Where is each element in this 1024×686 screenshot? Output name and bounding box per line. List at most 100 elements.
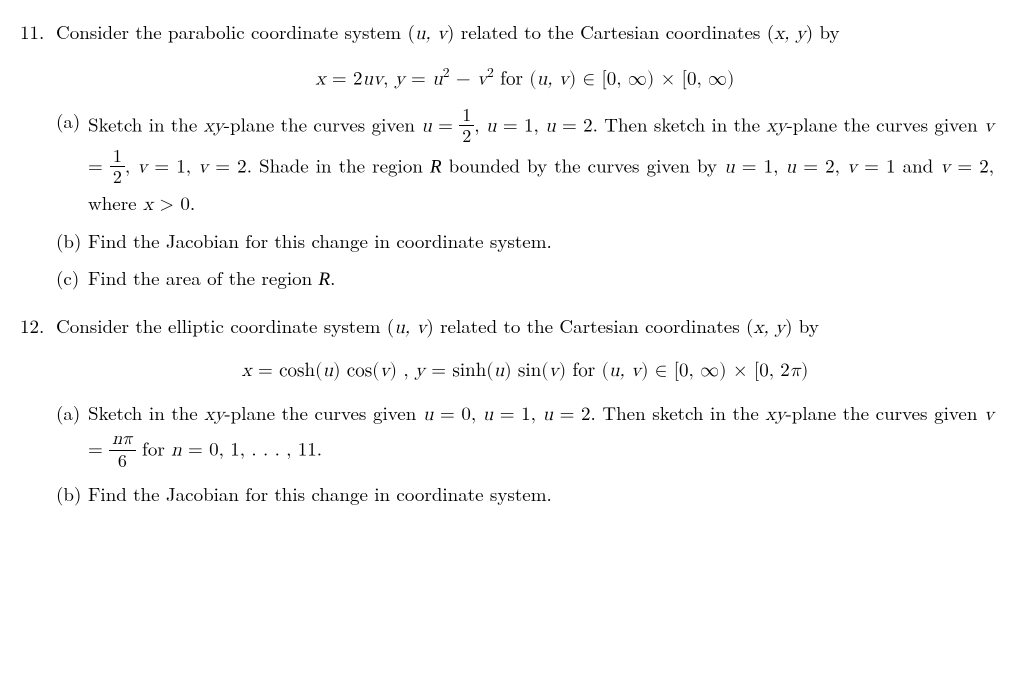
text: = — [857, 151, 886, 178]
text: Consider the parabolic coordinate system… — [56, 18, 415, 45]
math-var: u, v — [537, 69, 569, 88]
math-var: n — [171, 440, 182, 459]
math-var: x, y — [774, 24, 806, 43]
text: Sketch in the — [88, 399, 204, 426]
math-var: u, v — [394, 318, 426, 337]
math-var: xy — [766, 117, 786, 136]
subpart-a: (a) Sketch in the xy-plane the curves gi… — [56, 107, 994, 219]
math-var: x — [316, 69, 326, 88]
math-var: y — [395, 69, 405, 88]
math-var: u — [486, 117, 497, 136]
math-var: u — [724, 157, 735, 176]
math-var: u — [423, 405, 434, 424]
text: , — [186, 151, 198, 178]
text: 1 — [176, 151, 186, 178]
text: , — [835, 151, 847, 178]
display-equation: x = cosh(u) cos(v) , y = sinh(u) sin(v) … — [56, 357, 994, 386]
math-var: v — [477, 69, 487, 88]
subpart-body: Find the Jacobian for this change in coo… — [88, 227, 994, 256]
fraction: nπ6 — [109, 428, 136, 471]
math-var: xy — [204, 405, 224, 424]
fraction: 12 — [110, 146, 125, 187]
problem-body: Consider the elliptic coordinate system … — [56, 312, 994, 509]
math-var: u — [483, 405, 494, 424]
text: = sinh( — [425, 361, 494, 380]
math-var: v — [940, 157, 950, 176]
text: 0 — [461, 399, 471, 426]
math-var: u — [322, 361, 333, 380]
subpart-body: Find the Jacobian for this change in coo… — [88, 480, 994, 509]
text: ) cos( — [333, 361, 380, 380]
problem-number: 12. — [20, 312, 56, 509]
math-var: u — [545, 117, 556, 136]
text: = — [553, 399, 581, 426]
text: 2 — [583, 111, 593, 138]
text: = 2 — [326, 69, 363, 88]
math-var: u, v — [415, 24, 447, 43]
math-var: x — [143, 195, 153, 214]
math-var: u, v — [609, 361, 641, 380]
text: ) for ( — [559, 361, 609, 380]
text: and — [895, 151, 940, 178]
text: = — [147, 151, 176, 178]
math-var: u — [432, 69, 443, 88]
display-equation: x = 2uv, y = u2 − v2 for (u, v) ∈ [0, ∞)… — [56, 63, 994, 94]
text: 2 — [581, 399, 591, 426]
subpart-a: (a) Sketch in the xy-plane the curves gi… — [56, 399, 994, 472]
text: ) — [801, 361, 808, 380]
subpart-body: Find the area of the region R. — [88, 264, 994, 295]
subpart-b: (b) Find the Jacobian for this change in… — [56, 227, 994, 256]
text: = — [88, 151, 110, 178]
text: for ( — [494, 69, 537, 88]
problem-11: 11. Consider the parabolic coordinate sy… — [20, 18, 994, 294]
text: . Then sketch in the — [591, 399, 766, 426]
text: , — [533, 111, 545, 138]
text: = — [496, 111, 523, 138]
text: . — [330, 264, 335, 291]
text: = — [432, 111, 459, 138]
math-var: xy — [765, 405, 785, 424]
text: = — [88, 434, 109, 461]
text: , — [474, 111, 486, 138]
subpart-label: (a) — [56, 107, 88, 219]
problem-12: 12. Consider the elliptic coordinate sys… — [20, 312, 994, 509]
text: -plane the curves given — [224, 399, 422, 426]
text: -plane the curves given — [224, 111, 422, 138]
subpart-label: (c) — [56, 264, 88, 295]
problem-body: Consider the parabolic coordinate system… — [56, 18, 994, 294]
problem-intro: Consider the parabolic coordinate system… — [56, 18, 994, 49]
text: = — [493, 399, 521, 426]
text: ) related to the Cartesian coordinates ( — [426, 312, 753, 339]
text: bounded by the curves given by — [442, 151, 725, 178]
text: > 0. — [153, 189, 195, 216]
text: ) related to the Cartesian coordinates ( — [447, 18, 774, 45]
fraction: 12 — [459, 105, 474, 146]
text: for — [136, 434, 171, 461]
math-var: v — [380, 361, 390, 380]
text: 1 — [521, 399, 531, 426]
math-var: y — [415, 361, 425, 380]
text: = — [796, 151, 825, 178]
text: = 0, 1, . . . , 11. — [182, 434, 322, 461]
text: Sketch in the — [88, 111, 204, 138]
math-cal: R — [319, 269, 331, 290]
math-var: v — [198, 157, 208, 176]
subpart-label: (a) — [56, 399, 88, 472]
math-var: v — [847, 157, 857, 176]
math-var: π — [790, 361, 801, 380]
text: . Shade in the region — [247, 151, 430, 178]
text: = — [556, 111, 583, 138]
math-var: xy — [204, 117, 224, 136]
math-var: v — [984, 117, 994, 136]
text: = — [405, 69, 432, 88]
text: -plane the curves given — [786, 111, 984, 138]
math-var: u — [543, 405, 554, 424]
denominator: 2 — [459, 126, 474, 146]
subpart-label: (b) — [56, 480, 88, 509]
math-var: u — [494, 361, 505, 380]
subpart-label: (b) — [56, 227, 88, 256]
text: Consider the elliptic coordinate system … — [56, 312, 394, 339]
math-var: v — [549, 361, 559, 380]
text: , — [383, 69, 395, 88]
text: Find the area of the region — [88, 264, 319, 291]
